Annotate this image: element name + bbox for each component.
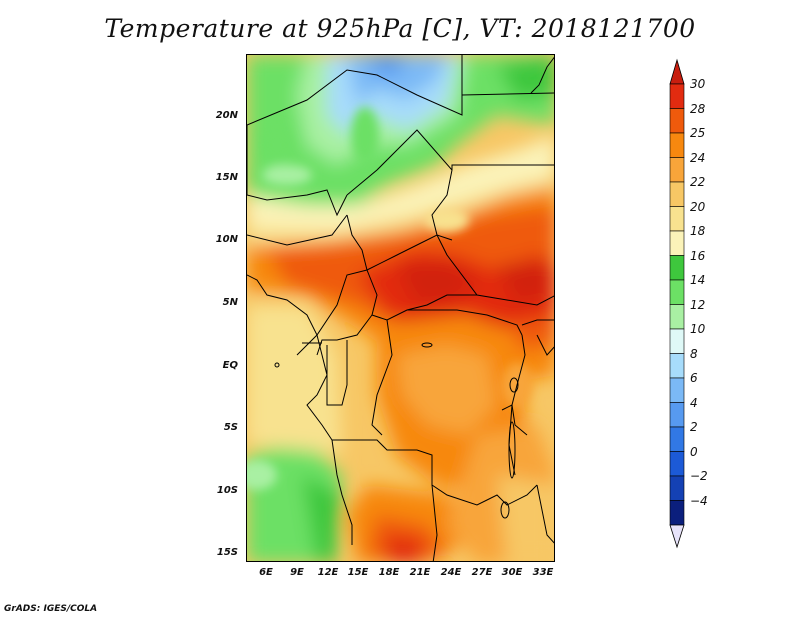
colorbar-swatch (669, 108, 685, 134)
colorbar-label: 2 (690, 420, 698, 434)
colorbar-swatch (669, 157, 685, 183)
country-borders (247, 55, 554, 561)
colorbar-swatch (669, 426, 685, 452)
lon-label-30e: 30E (501, 567, 523, 578)
colorbar-swatch (669, 132, 685, 158)
lon-label-15e: 15E (347, 567, 369, 578)
colorbar-label: 4 (690, 395, 698, 410)
colorbar-label: 14 (690, 273, 706, 287)
lon-label-24e: 24E (440, 567, 462, 578)
colorbar-label: 12 (690, 297, 706, 312)
lat-label-15n: 15N (215, 172, 238, 183)
lon-label-12e: 12E (317, 567, 339, 578)
colorbar-label: 30 (690, 77, 706, 91)
colorbar-label: 8 (690, 346, 698, 361)
colorbar-swatch (669, 353, 685, 379)
figure-title: Temperature at 925hPa [C], VT: 201812170… (104, 14, 696, 43)
colorbar-label: 16 (690, 248, 706, 263)
colorbar-label: 18 (690, 224, 706, 238)
colorbar-swatch (669, 328, 685, 354)
colorbar-swatch (669, 83, 685, 109)
colorbar-label: 10 (690, 322, 706, 336)
colorbar-top-triangle (669, 58, 685, 85)
colorbar-swatch (669, 255, 685, 281)
colorbar-swatch (669, 451, 685, 477)
colorbar-label: −2 (690, 469, 708, 483)
lon-label-9e: 9E (290, 567, 304, 578)
colorbar-label: 22 (690, 175, 706, 189)
lake-outlines (274, 342, 519, 519)
lon-label-6e: 6E (259, 567, 273, 578)
credit-text: GrADS: IGES/COLA (4, 604, 98, 614)
lat-label-10s: 10S (216, 485, 238, 496)
lat-label-20n: 20N (215, 110, 238, 121)
coastline (247, 56, 554, 441)
colorbar-label: −4 (690, 493, 708, 508)
colorbar-label: 24 (690, 150, 706, 165)
lat-label-10n: 10N (215, 234, 238, 245)
lon-label-21e: 21E (409, 567, 431, 578)
map-canvas (247, 55, 554, 561)
lat-label-5n: 5N (222, 297, 238, 308)
colorbar-swatch (669, 377, 685, 403)
colorbar-swatch (669, 500, 685, 526)
colorbar-label: 0 (690, 444, 698, 459)
temperature-map (246, 54, 555, 562)
lat-label-5s: 5S (223, 422, 238, 433)
colorbar-swatch (669, 230, 685, 256)
lat-label-eq: EQ (222, 360, 238, 371)
colorbar (669, 58, 685, 549)
temperature-field (247, 55, 554, 561)
colorbar-swatch (669, 181, 685, 207)
lat-label-15s: 15S (216, 547, 238, 558)
colorbar-label: 25 (690, 126, 706, 140)
colorbar-swatch (669, 206, 685, 232)
colorbar-swatch (669, 475, 685, 501)
colorbar-label: 28 (690, 101, 706, 116)
lon-label-18e: 18E (378, 567, 400, 578)
colorbar-swatch (669, 304, 685, 330)
colorbar-bottom-triangle (669, 524, 685, 549)
colorbar-label: 20 (690, 199, 706, 214)
lon-label-33e: 33E (532, 567, 554, 578)
colorbar-label: 6 (690, 371, 698, 385)
colorbar-swatch (669, 279, 685, 305)
colorbar-swatch (669, 402, 685, 428)
lon-label-27e: 27E (471, 567, 493, 578)
